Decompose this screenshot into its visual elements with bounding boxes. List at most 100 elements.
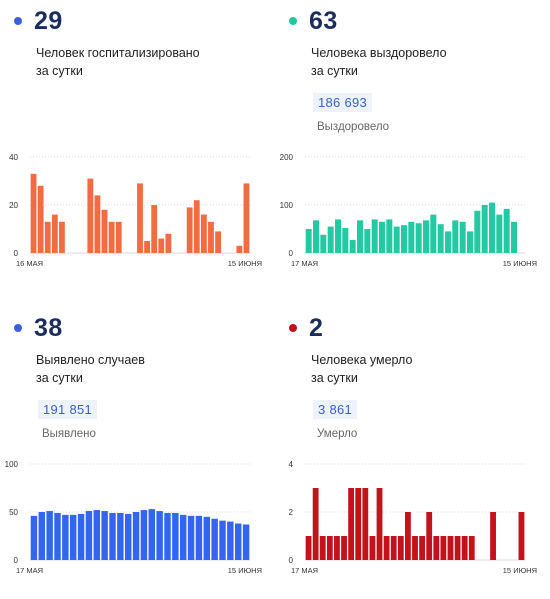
deaths-chart: 0 2 4 17 МАЯ 15 ИЮНЯ [289, 460, 537, 575]
bar [312, 220, 320, 253]
bar [390, 536, 397, 560]
bar [412, 536, 418, 560]
description-line-1: Человека выздоровело [311, 46, 447, 60]
y-tick-label: 4 [289, 460, 294, 469]
bar [459, 221, 466, 253]
bar [62, 514, 69, 560]
x-end-label: 15 ИЮНЯ [228, 259, 262, 268]
y-tick-label: 2 [289, 508, 294, 517]
bar [454, 536, 461, 560]
bar [305, 229, 312, 253]
bullet-dot-icon [14, 17, 22, 25]
bullet-dot-icon [14, 324, 22, 332]
panel-header: 29 [14, 4, 63, 38]
bar [408, 221, 415, 253]
y-tick-label: 0 [14, 556, 19, 565]
bar [342, 228, 349, 253]
bar [69, 514, 77, 560]
bar [200, 214, 207, 253]
x-start-label: 16 МАЯ [16, 259, 43, 268]
bar [386, 219, 393, 253]
bar [211, 518, 218, 560]
cumulative-total: 3 861 [313, 400, 358, 419]
bar [474, 210, 481, 253]
cumulative-total: 191 851 [38, 400, 98, 419]
bar [215, 231, 221, 253]
bar [38, 512, 46, 560]
description-line-1: Человек госпитализировано [36, 46, 200, 60]
cases-panel: 38 Выявлено случаев за сутки 191 851 Выя… [0, 307, 265, 597]
bar [319, 536, 326, 560]
bar [193, 200, 200, 253]
cumulative-total-label: Умерло [317, 428, 358, 440]
bar [488, 202, 496, 253]
x-end-label: 15 ИЮНЯ [228, 566, 262, 575]
bar [400, 225, 408, 253]
bar [327, 226, 334, 253]
bar [44, 221, 51, 253]
y-tick-label: 0 [14, 249, 19, 258]
hospitalized-panel: 29 Человек госпитализировано за сутки 0 2… [0, 0, 265, 290]
y-tick-label: 40 [9, 153, 18, 162]
x-start-label: 17 МАЯ [16, 566, 43, 575]
bar [430, 214, 437, 253]
y-tick-label: 100 [5, 460, 19, 469]
bar [93, 510, 101, 560]
bar [219, 520, 226, 560]
bar [326, 536, 333, 560]
bar [158, 238, 165, 253]
bar [137, 183, 143, 253]
bar [243, 183, 250, 253]
x-start-label: 17 МАЯ [291, 566, 318, 575]
bar [30, 515, 38, 560]
bar [503, 208, 510, 253]
bar [426, 512, 433, 560]
bar [397, 536, 404, 560]
bar [124, 513, 132, 560]
bar [242, 524, 250, 560]
bar [187, 515, 195, 560]
bar [312, 488, 319, 560]
x-end-label: 15 ИЮНЯ [503, 566, 537, 575]
bar [51, 214, 58, 253]
bar [101, 209, 108, 253]
bar [108, 221, 115, 253]
bar [305, 536, 312, 560]
description-line-2: за сутки [36, 371, 83, 385]
bar [490, 512, 496, 560]
cases-chart: 0 50 100 17 МАЯ 15 ИЮНЯ [5, 460, 262, 575]
bar [87, 178, 94, 253]
recovered-chart: 0 100 200 17 МАЯ 15 ИЮНЯ [280, 153, 537, 268]
bar [179, 514, 187, 560]
y-tick-label: 0 [289, 556, 294, 565]
bar [101, 511, 108, 560]
bar [203, 516, 211, 560]
daily-value: 63 [309, 6, 338, 35]
cumulative-total-label: Выздоровело [317, 121, 390, 133]
bar [156, 511, 163, 560]
bar [369, 536, 376, 560]
bar [30, 173, 37, 253]
hospitalized-chart: 0 20 40 16 МАЯ 15 ИЮНЯ [9, 153, 262, 268]
bar [46, 511, 53, 560]
bar [349, 240, 356, 253]
bar [444, 231, 452, 253]
bar [481, 205, 488, 253]
bar [234, 523, 242, 560]
panel-header: 2 [289, 311, 323, 345]
bar [320, 234, 327, 253]
description-line-2: за сутки [311, 64, 358, 78]
cumulative-total-label: Выявлено [42, 428, 96, 440]
bar [85, 511, 93, 560]
cumulative-total: 186 693 [313, 93, 373, 112]
bar [461, 536, 468, 560]
bar [341, 536, 347, 560]
deaths-panel: 2 Человека умерло за сутки 3 861 Умерло … [275, 307, 540, 597]
panel-header: 63 [289, 4, 338, 38]
bar [393, 226, 400, 253]
description-line-1: Выявлено случаев [36, 353, 145, 367]
bar [422, 220, 430, 253]
bar [94, 195, 101, 253]
bar [518, 512, 525, 560]
bar [355, 488, 362, 560]
